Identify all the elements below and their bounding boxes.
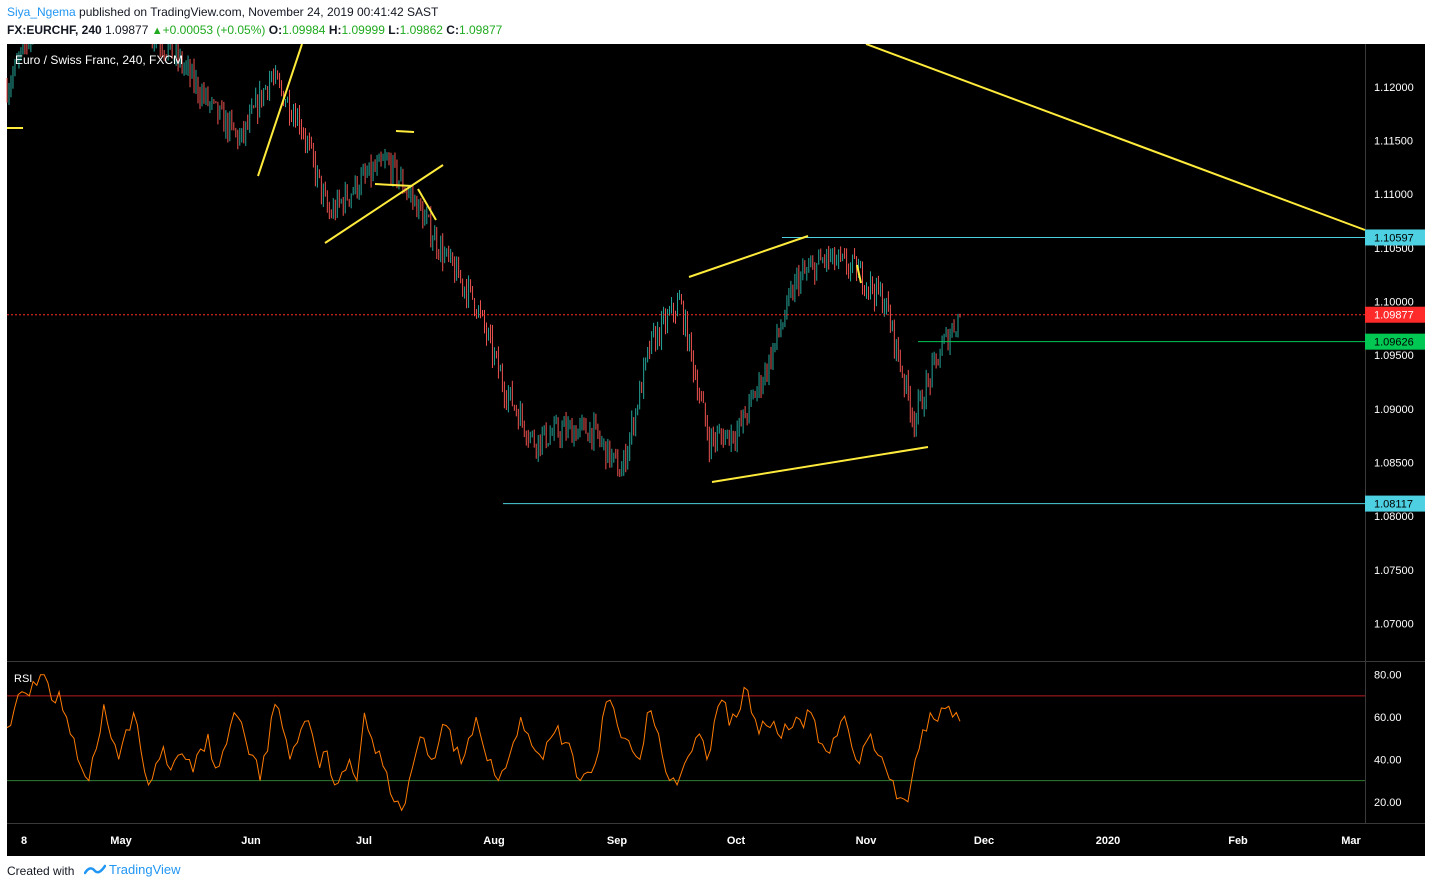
price-tick-label: 1.10500	[1374, 243, 1414, 255]
trend-line-june[interactable]	[257, 44, 303, 177]
price-axis[interactable]	[1365, 44, 1425, 661]
open-value: 1.09984	[282, 23, 326, 37]
rsi-axis[interactable]	[1365, 662, 1425, 823]
time-tick-label: Feb	[1228, 835, 1248, 847]
time-tick-label: Sep	[607, 835, 627, 847]
candles	[6, 44, 961, 477]
time-tick-label: 8	[21, 835, 27, 847]
time-tick-label: Jul	[356, 835, 372, 847]
price-badge-label-support-green: 1.09626	[1374, 337, 1414, 349]
trend-line-long-down[interactable]	[865, 44, 1366, 231]
trend-line-july[interactable]	[324, 164, 444, 244]
time-tick-label: Oct	[727, 835, 746, 847]
rsi-tick-label: 60.00	[1374, 712, 1402, 724]
price-tick-label: 1.09000	[1374, 404, 1414, 416]
trend-line-flag-high[interactable]	[395, 130, 415, 133]
low-value: 1.09862	[399, 23, 443, 37]
open-label: O:	[268, 23, 283, 37]
price-badge-label-last: 1.09877	[1374, 310, 1414, 322]
time-tick-label: Nov	[856, 835, 878, 847]
symbol-label: FX:EURCHF, 240	[7, 23, 102, 37]
chart-area[interactable]: 1.12000 1.11500 1.11000 1.10500 1.10000 1.095…	[0, 44, 1432, 856]
price-badge-label-resistance: 1.10597	[1374, 232, 1414, 244]
price-axis-ticks: 1.12000 1.11500 1.11000 1.10500 1.10000 1.095…	[1374, 82, 1414, 631]
trend-line-lower-channel[interactable]	[711, 446, 929, 483]
price-labels: 1.10597 1.09877 1.09626 1.08117	[1365, 229, 1425, 512]
price-tick-label: 1.08500	[1374, 457, 1414, 469]
time-tick-label: May	[110, 835, 132, 847]
time-tick-label: Aug	[483, 835, 504, 847]
price-tick-label: 1.12000	[1374, 82, 1414, 94]
created-with-label: Created with	[7, 864, 75, 878]
quote-line: FX:EURCHF, 240 1.09877 ▲+0.00053 (+0.05%…	[7, 23, 502, 37]
high-label: H:	[328, 23, 342, 37]
time-tick-label: 2020	[1096, 835, 1120, 847]
close-label: C:	[446, 23, 459, 37]
price-tick-label: 1.07500	[1374, 565, 1414, 577]
time-axis-ticks: 8 May Jun Jul Aug Sep Oct Nov Dec 2020 Feb Mar	[21, 835, 1362, 847]
published-text: published on TradingView.com, November 2…	[79, 5, 439, 19]
trend-line-upper-channel[interactable]	[688, 235, 809, 278]
high-value: 1.09999	[341, 23, 385, 37]
trend-line-breakdown[interactable]	[417, 188, 437, 221]
price-tick-label: 1.10000	[1374, 297, 1414, 309]
rsi-tick-label: 80.00	[1374, 670, 1402, 682]
price-badge-last	[1365, 306, 1425, 323]
up-triangle-icon: ▲	[151, 25, 163, 37]
trend-line-small[interactable]	[856, 264, 862, 284]
trend-line-flag-low[interactable]	[374, 183, 413, 187]
tradingview-brand-link[interactable]: TradingView	[84, 862, 181, 877]
time-tick-label: Mar	[1341, 835, 1361, 847]
price-badge-support-green	[1365, 333, 1425, 350]
footer: Created with TradingView	[0, 856, 1432, 889]
rsi-tick-label: 20.00	[1374, 797, 1402, 809]
trend-lines[interactable]	[7, 44, 1366, 483]
price-tick-label: 1.07000	[1374, 618, 1414, 630]
low-label: L:	[388, 23, 400, 37]
price-tick-label: 1.11000	[1374, 189, 1413, 201]
price-change: +0.00053 (+0.05%)	[162, 23, 266, 37]
price-badge-label-support: 1.08117	[1374, 499, 1413, 511]
rsi-series	[6, 674, 961, 812]
chart-header: Siya_Ngema published on TradingView.com,…	[0, 0, 1432, 44]
tradingview-logo-icon	[84, 864, 106, 874]
rsi-pane[interactable]	[7, 662, 1365, 823]
publish-line: Siya_Ngema published on TradingView.com,…	[7, 5, 438, 19]
price-tick-label: 1.09500	[1374, 350, 1414, 362]
time-tick-label: Jun	[241, 835, 261, 847]
price-tick-label: 1.08000	[1374, 511, 1414, 523]
brand-label: TradingView	[109, 862, 181, 877]
rsi-label: RSI	[14, 673, 32, 685]
rsi-tick-label: 40.00	[1374, 754, 1402, 766]
last-price: 1.09877	[105, 23, 149, 37]
author-link[interactable]: Siya_Ngema	[7, 5, 76, 19]
price-tick-label: 1.11500	[1374, 136, 1413, 148]
chart-title: Euro / Swiss Franc, 240, FXCM	[15, 53, 183, 67]
price-badge-support	[1365, 495, 1425, 512]
time-axis[interactable]	[7, 823, 1365, 856]
rsi-axis-ticks: 80.00 60.00 40.00 20.00	[1374, 670, 1402, 809]
price-pane[interactable]	[7, 44, 1365, 661]
price-badge-resistance	[1365, 229, 1425, 246]
time-tick-label: Dec	[974, 835, 994, 847]
close-value: 1.09877	[458, 23, 503, 37]
